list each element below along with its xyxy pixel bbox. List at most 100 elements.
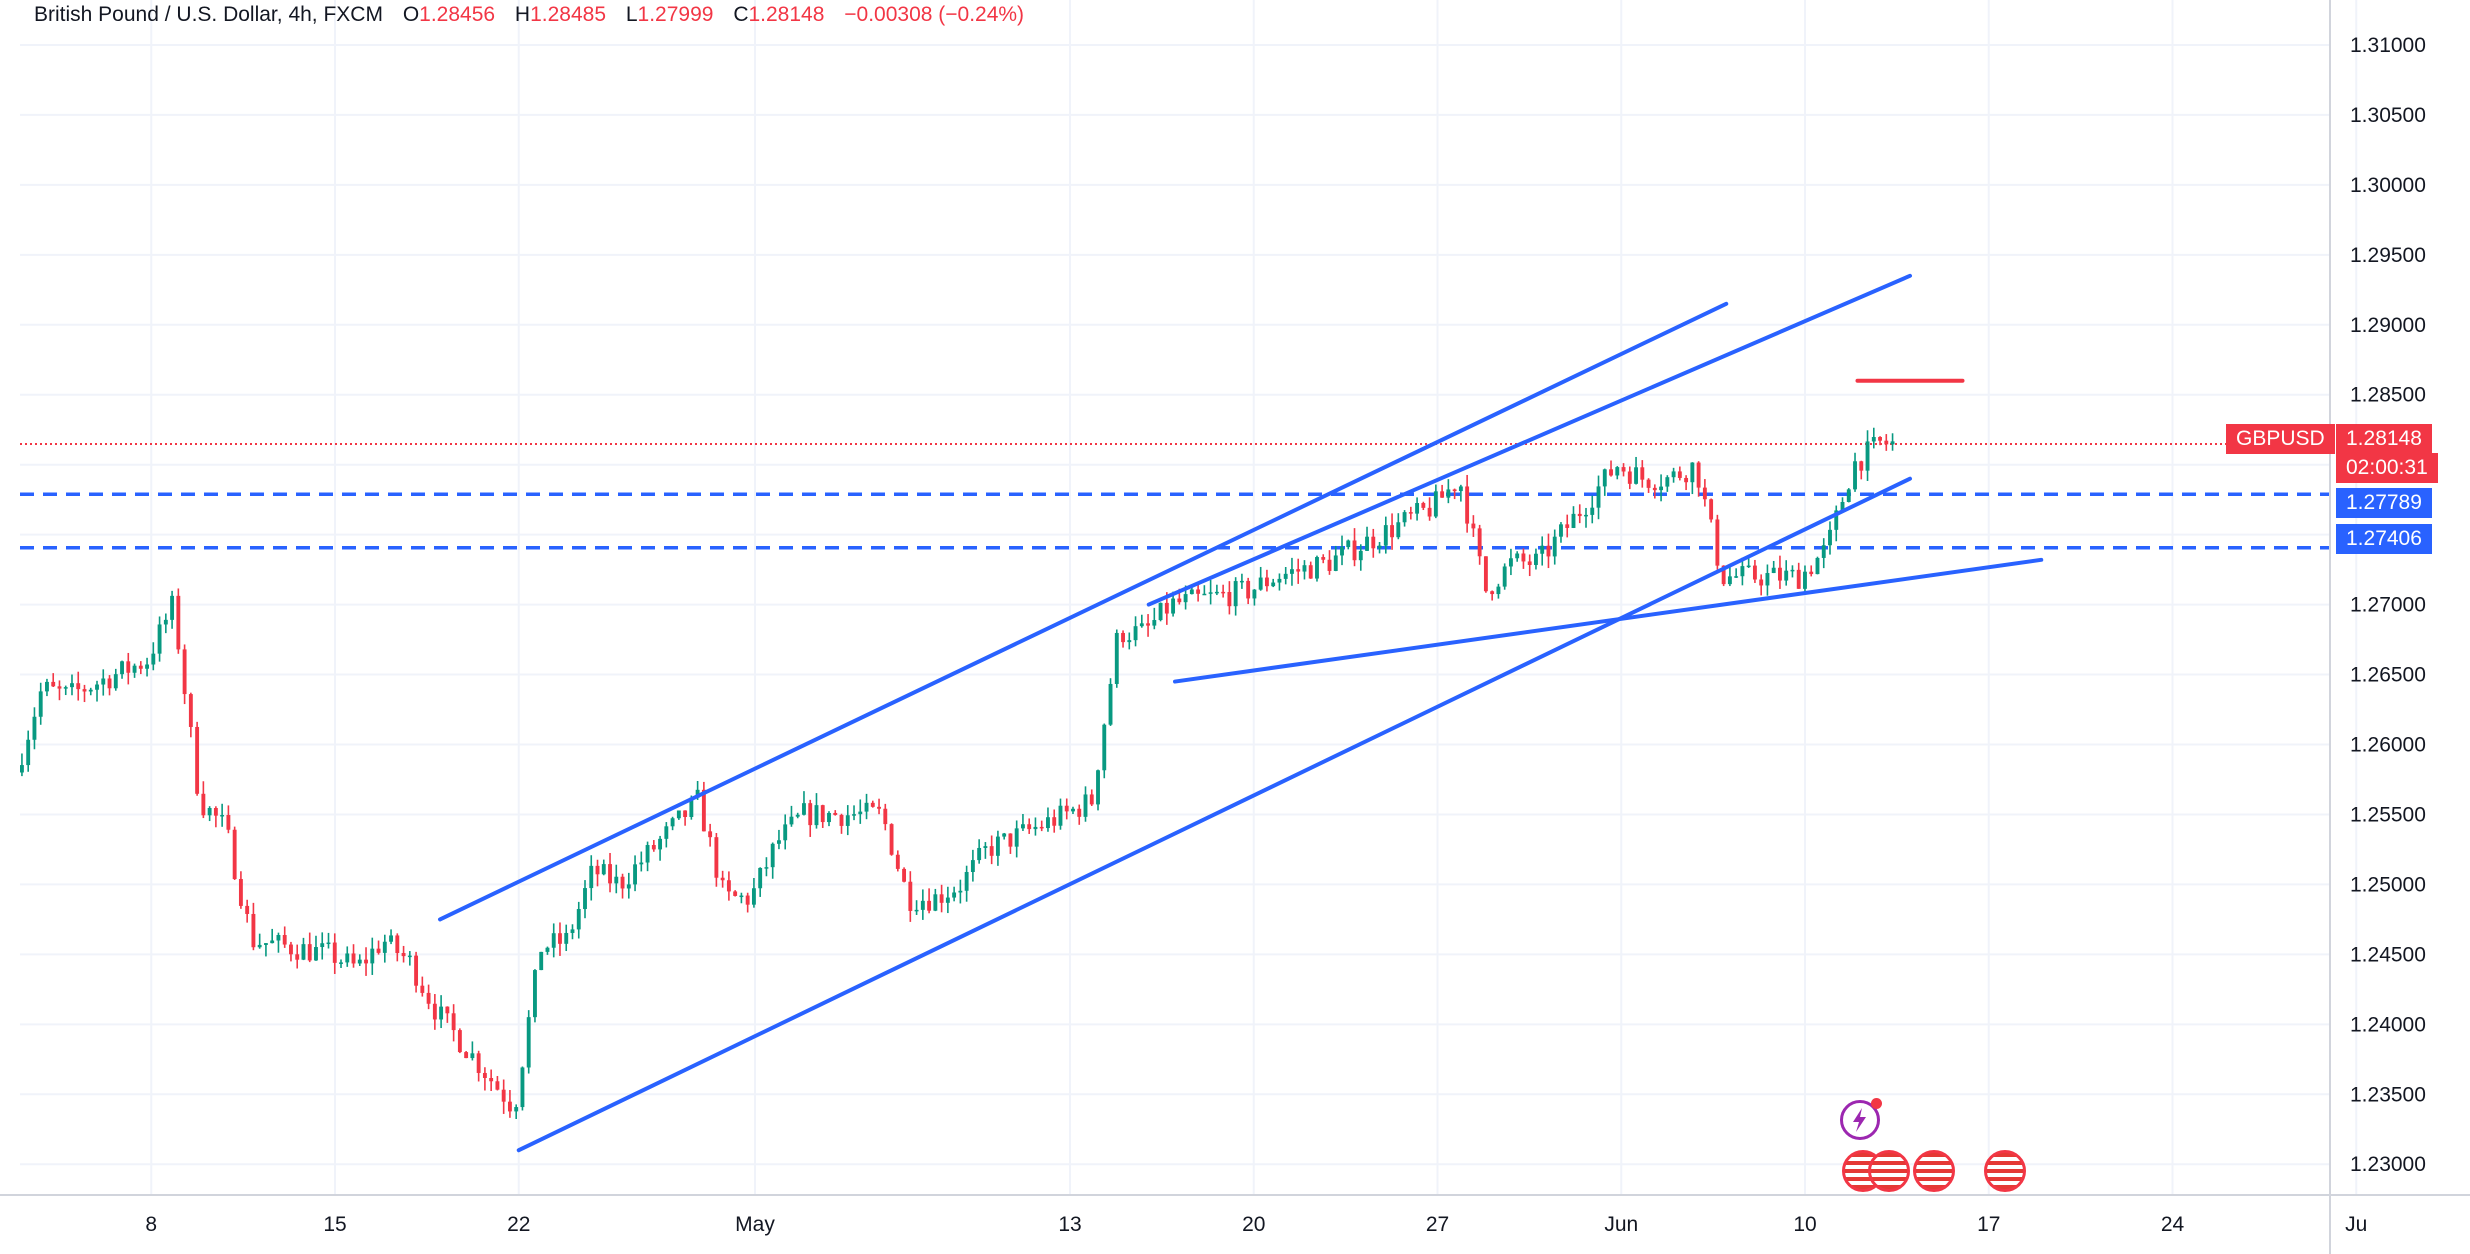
candle-body <box>101 678 106 685</box>
low-value: 1.27999 <box>637 3 714 26</box>
candle-body <box>1039 826 1044 829</box>
time-tick-label[interactable]: 8 <box>145 1213 157 1236</box>
candle-body <box>157 624 162 654</box>
horizontal-levels[interactable] <box>20 442 2330 550</box>
candle-body <box>1471 523 1476 529</box>
candle-body <box>251 913 256 948</box>
price-tick-label[interactable]: 1.27000 <box>2350 594 2426 617</box>
time-tick-label[interactable]: 22 <box>507 1213 530 1236</box>
bar-countdown-tag: 02:00:31 <box>2336 453 2438 483</box>
candle-body <box>1189 589 1194 595</box>
candle-body <box>1046 817 1050 829</box>
price-tick-label[interactable]: 1.28500 <box>2350 384 2426 407</box>
candle-body <box>1458 486 1463 492</box>
price-tick-label[interactable]: 1.23000 <box>2350 1153 2426 1176</box>
price-tick-label[interactable]: 1.24500 <box>2350 943 2426 966</box>
candle-body <box>1102 724 1107 771</box>
candle-body <box>439 1006 444 1020</box>
price-axis[interactable]: 1.31000 1.30500 1.30000 1.29500 1.29000 1.285… <box>2350 34 2426 1176</box>
candle-body <box>1433 491 1438 517</box>
candle-body <box>1071 808 1075 812</box>
candle-body <box>357 959 362 964</box>
candle-body <box>601 864 606 875</box>
candle-body <box>270 940 275 944</box>
candle-body <box>995 836 1000 856</box>
candle-body <box>1108 683 1113 725</box>
time-tick-label[interactable]: 17 <box>1977 1213 2000 1236</box>
candle-body <box>151 653 156 665</box>
price-tick-label[interactable]: 1.24000 <box>2350 1013 2426 1036</box>
last-price-tag[interactable]: 1.28148 <box>2336 424 2432 454</box>
candle-body <box>1834 510 1839 530</box>
trendline[interactable] <box>1173 557 2044 684</box>
time-tick-label[interactable]: 10 <box>1793 1213 1816 1236</box>
candle-body <box>670 818 675 827</box>
candle-body <box>38 691 43 717</box>
candle-body <box>664 826 669 839</box>
time-tick-label[interactable]: 15 <box>323 1213 346 1236</box>
candle-body <box>295 954 300 960</box>
candle-body <box>895 854 900 869</box>
candle-body <box>1602 469 1607 487</box>
candle-body <box>589 865 594 889</box>
trendline[interactable] <box>438 301 1729 922</box>
candle-body <box>645 845 650 863</box>
price-tick-label[interactable]: 1.26000 <box>2350 734 2426 757</box>
candle-body <box>970 860 975 872</box>
candle-body <box>608 864 612 884</box>
candle-body <box>789 816 794 825</box>
candle-body <box>933 894 938 911</box>
time-tick-label[interactable]: 27 <box>1426 1213 1449 1236</box>
trendline[interactable] <box>1146 273 1912 607</box>
price-tick-label[interactable]: 1.29500 <box>2350 244 2426 267</box>
symbol-title[interactable]: British Pound / U.S. Dollar, 4h, FXCM <box>34 3 383 26</box>
candle-body <box>1296 569 1301 572</box>
price-tick-label[interactable]: 1.31000 <box>2350 34 2426 57</box>
candle-body <box>533 970 537 1018</box>
candle-body <box>852 814 856 816</box>
candle-body <box>1264 577 1269 587</box>
level-tag-upper[interactable]: 1.27789 <box>2336 488 2432 518</box>
candle-body <box>1290 569 1294 574</box>
time-tick-label[interactable]: 13 <box>1058 1213 1081 1236</box>
time-tick-label[interactable]: 24 <box>2161 1213 2185 1236</box>
price-tick-label[interactable]: 1.30000 <box>2350 174 2426 197</box>
candle-body <box>620 876 625 889</box>
candle-body <box>213 807 218 816</box>
price-tick-label[interactable]: 1.26500 <box>2350 664 2426 687</box>
time-tick-label[interactable]: Jun <box>1604 1213 1638 1236</box>
candle-body <box>1390 525 1394 538</box>
candle-body <box>558 933 562 944</box>
candle-body <box>1221 591 1226 594</box>
time-tick-label[interactable]: Ju <box>2345 1213 2367 1236</box>
level-tag-lower[interactable]: 1.27406 <box>2336 524 2432 554</box>
candle-body <box>902 868 907 882</box>
price-tick-label[interactable]: 1.25000 <box>2350 873 2426 896</box>
trendlines[interactable] <box>438 273 2044 1153</box>
candle-body <box>1465 486 1470 524</box>
price-tick-label[interactable]: 1.23500 <box>2350 1083 2426 1106</box>
candle-body <box>489 1077 494 1082</box>
candle-body <box>1277 578 1282 583</box>
price-tick-label[interactable]: 1.25500 <box>2350 803 2426 826</box>
time-tick-label[interactable]: 20 <box>1242 1213 1265 1236</box>
us-flag-event-icon[interactable] <box>1984 1150 2026 1192</box>
time-axis[interactable]: 8 15 22 May 13 20 27 Jun 10 17 24 Ju <box>145 1213 2367 1236</box>
candle-body <box>289 944 293 955</box>
candle-body <box>1146 623 1151 626</box>
candle-body <box>432 1003 437 1020</box>
us-flag-event-icon[interactable] <box>1868 1150 1910 1192</box>
candle-body <box>720 877 725 881</box>
price-tick-label[interactable]: 1.29000 <box>2350 314 2426 337</box>
us-flag-event-icon[interactable] <box>1913 1150 1955 1192</box>
candle-body <box>526 1017 531 1068</box>
candle-body <box>457 1030 462 1053</box>
candle-body <box>1596 486 1601 508</box>
candle-body <box>539 951 544 971</box>
time-tick-label[interactable]: May <box>735 1213 775 1236</box>
price-tick-label[interactable]: 1.30500 <box>2350 104 2426 127</box>
trendline[interactable] <box>516 476 1912 1153</box>
ticker-tag[interactable]: GBPUSD <box>2226 424 2335 454</box>
candle-body <box>764 867 769 869</box>
